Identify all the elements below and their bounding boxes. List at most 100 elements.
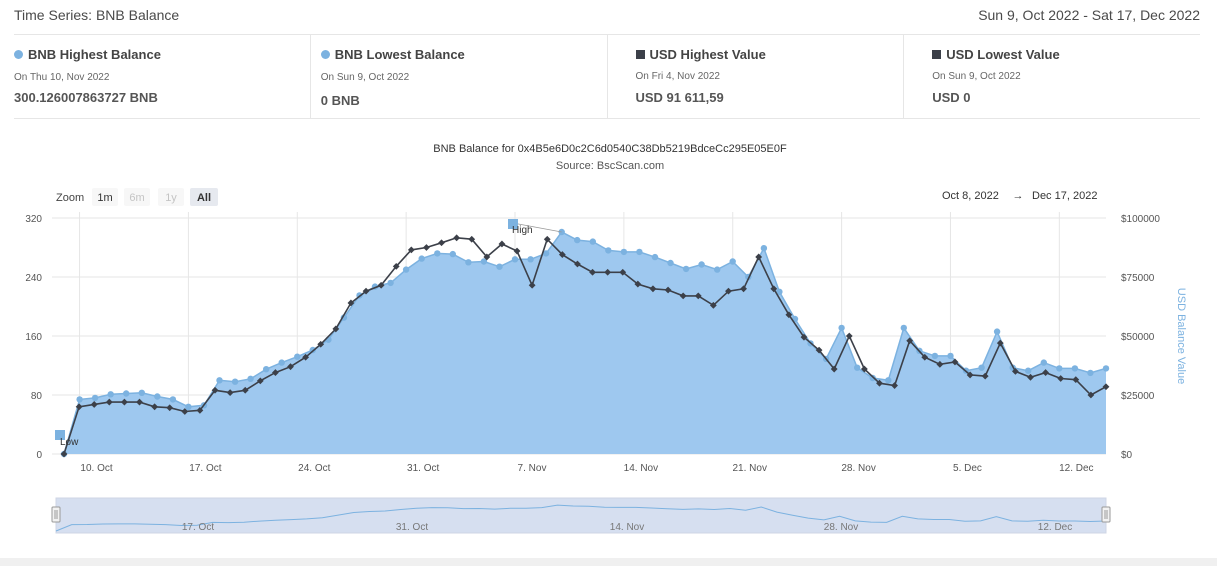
low-flag-label: Low — [60, 437, 79, 448]
footer-strip — [0, 558, 1217, 566]
usd-point — [755, 253, 763, 261]
bnb-point — [947, 352, 954, 360]
zoom-button-label: 6m — [129, 192, 144, 204]
stat-label: USD Lowest Value — [932, 47, 1060, 62]
chart-title: BNB Balance for 0x4B5e6D0c2C6d0540C38Db5… — [433, 143, 787, 155]
usd-point — [211, 386, 219, 394]
usd-point — [121, 398, 128, 406]
x-tick-label: 24. Oct — [298, 463, 330, 474]
x-axis: 10. Oct 17. Oct 24. Oct 31. Oct 7. Nov 14. No… — [80, 463, 1093, 474]
range-separator: → — [1013, 190, 1024, 202]
usd-point — [860, 365, 868, 373]
usd-point — [845, 332, 853, 340]
usd-point — [287, 363, 294, 371]
usd-point — [634, 280, 642, 288]
navigator-series-line — [55, 504, 1107, 532]
x-tick-label: 7. Nov — [518, 463, 547, 474]
right-tick-label: $50000 — [1121, 332, 1155, 343]
usd-point — [1102, 383, 1110, 391]
usd-point — [181, 408, 189, 415]
navigator-left-handle[interactable] — [51, 506, 61, 523]
zoom-all-button[interactable]: All — [190, 188, 218, 206]
stat-label: BNB Highest Balance — [14, 47, 161, 62]
stat-value: 0 BNB — [320, 93, 360, 108]
bnb-point — [1025, 367, 1032, 374]
right-tick-label: $100000 — [1121, 214, 1160, 225]
usd-point — [302, 353, 310, 361]
page-title: Time Series: BNB Balance — [14, 7, 180, 23]
title-bar: Time Series: BNB Balance Sun 9, Oct 2022… — [14, 0, 1200, 35]
usd-point — [664, 286, 672, 294]
bnb-point — [651, 253, 659, 261]
bnb-point — [854, 364, 861, 371]
range-to[interactable]: Dec 17, 2022 — [1032, 190, 1097, 202]
zoom-label: Zoom — [56, 192, 84, 204]
bnb-point — [231, 378, 239, 385]
stat-date: On Sun 9, Oct 2022 — [932, 71, 1021, 82]
usd-point — [951, 358, 959, 366]
stat-label-text: BNB Lowest Balance — [334, 47, 465, 62]
zoom-button-bg — [190, 188, 218, 206]
usd-point — [136, 398, 143, 406]
bnb-point — [263, 366, 270, 373]
bnb-point — [1071, 365, 1079, 372]
bnb-point — [154, 393, 161, 400]
bnb-area-fill — [64, 232, 1106, 454]
usd-point — [649, 285, 657, 293]
navigator-tick-label: 17. Oct — [182, 522, 214, 533]
usd-point — [407, 246, 415, 254]
bnb-point — [185, 403, 192, 410]
bnb-point — [91, 394, 99, 402]
stat-date: On Thu 10, Nov 2022 — [14, 72, 110, 83]
usd-point — [876, 379, 883, 387]
high-flag-connector — [512, 222, 562, 233]
usd-point — [679, 292, 687, 300]
x-tick-label: 5. Dec — [953, 463, 982, 474]
usd-point — [1087, 391, 1095, 399]
navigator[interactable]: 17. Oct 31. Oct 14. Nov 28. Nov 12. Dec — [51, 497, 1111, 534]
bnb-point — [449, 250, 456, 258]
zoom-button-label: 1m — [97, 192, 112, 204]
x-tick-label: 12. Dec — [1059, 463, 1093, 474]
stats-row: BNB Highest Balance On Thu 10, Nov 2022 … — [14, 35, 1200, 119]
x-tick-label: 14. Nov — [624, 463, 658, 474]
handle-body — [51, 506, 61, 523]
handle-body — [1101, 506, 1111, 523]
x-tick-label: 21. Nov — [733, 463, 767, 474]
navigator-right-handle[interactable] — [1101, 506, 1111, 523]
navigator-tick-label: 12. Dec — [1038, 522, 1072, 533]
zoom-6m-button[interactable]: 6m — [124, 188, 150, 206]
bnb-point — [760, 245, 768, 252]
left-tick-label: 0 — [36, 450, 42, 461]
usd-point — [241, 386, 249, 394]
bnb-point — [465, 259, 472, 266]
usd-point — [574, 260, 581, 268]
bnb-point — [838, 324, 845, 332]
usd-point — [1057, 375, 1065, 382]
usd-point — [468, 235, 476, 243]
zoom-1m-button[interactable]: 1m — [92, 188, 118, 206]
bnb-point — [169, 396, 177, 403]
usd-point — [830, 365, 838, 373]
usd-point — [347, 299, 355, 307]
bnb-point — [605, 247, 612, 254]
usd-point — [332, 325, 340, 333]
balance-chart: BNB Balance for 0x4B5e6D0c2C6d0540C38Db5… — [25, 143, 1187, 534]
high-flag-marker — [508, 219, 518, 229]
usd-point — [770, 285, 778, 293]
navigator-tick-label: 14. Nov — [610, 522, 644, 533]
bnb-point — [574, 236, 581, 244]
bnb-point — [542, 250, 550, 257]
left-tick-label: 160 — [25, 332, 42, 343]
bnb-point — [402, 266, 410, 273]
navigator-range[interactable] — [55, 497, 1107, 534]
usd-point — [272, 369, 279, 376]
bnb-point — [714, 266, 721, 273]
usd-point — [377, 281, 385, 289]
bnb-point — [480, 258, 488, 265]
range-from[interactable]: Oct 8, 2022 — [942, 190, 999, 202]
bnb-point — [107, 391, 114, 398]
zoom-1y-button[interactable]: 1y — [158, 188, 184, 206]
usd-point — [785, 311, 793, 319]
usd-point — [513, 247, 521, 255]
